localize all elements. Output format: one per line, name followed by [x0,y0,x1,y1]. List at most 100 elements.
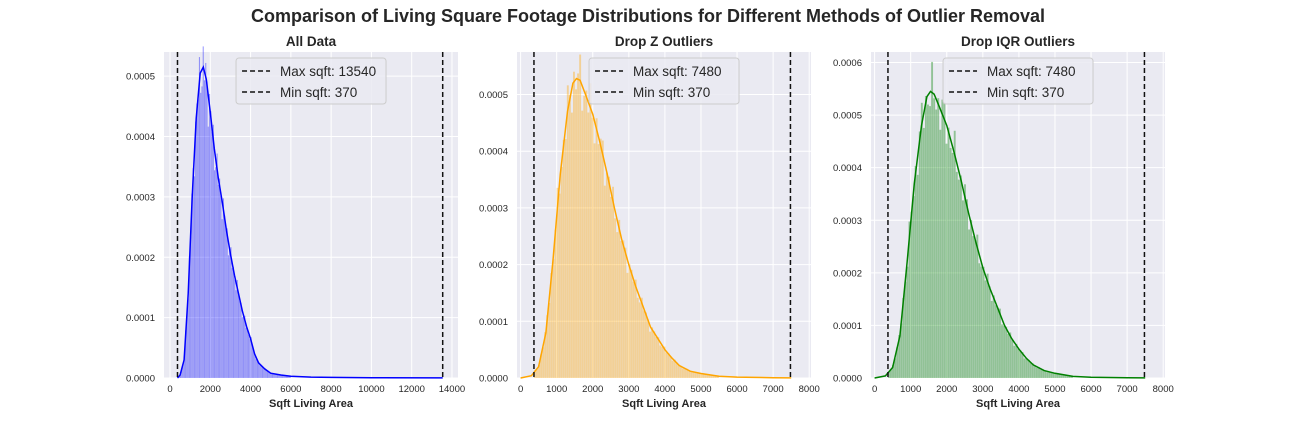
histogram-bar [980,266,983,378]
histogram-bar [183,355,185,378]
histogram-bar [951,152,954,378]
histogram-bar [556,187,559,378]
histogram-bar [1048,371,1051,378]
y-tick-label: 0.0004 [126,132,155,143]
histogram-bar [690,371,693,378]
histogram-bar [630,269,633,378]
histogram-bar [706,374,709,378]
histogram-bar [671,360,674,378]
y-tick-label: 0.0001 [833,321,862,332]
histogram-bar [906,266,909,378]
histogram-bar [1060,374,1063,378]
histogram-bar [282,375,284,378]
histogram-bar [610,196,612,378]
histogram-bar [266,371,269,378]
histogram-bar [1001,324,1003,378]
histogram-bar [616,232,619,378]
histogram-bar [914,166,917,378]
histogram-bar [207,126,209,379]
histogram-bar [1070,376,1073,378]
histogram-bar [1033,366,1036,378]
y-tick-label: 0.0005 [833,111,862,122]
histogram-bar [894,358,897,378]
histogram-bar [1003,325,1006,378]
histogram-bar [708,374,711,378]
histogram-bar [533,370,536,378]
histogram-bar [287,376,289,378]
x-tick-label: 1000 [546,384,567,395]
x-axis-label: Sqft Living Area [976,398,1061,410]
histogram-bar [704,374,707,378]
histogram-bar [1021,352,1024,378]
legend-box [942,57,1094,105]
histogram-bar [191,193,193,378]
histogram-bar [626,272,629,378]
histogram-bar [984,280,987,378]
histogram-bar [236,280,238,378]
histogram-bar [904,281,907,378]
histogram-bar [920,102,923,378]
histogram-bar [200,92,202,379]
histogram-bar [1044,370,1047,378]
histogram-bar [579,54,582,378]
histogram-bar [931,61,934,379]
histogram-bar [229,250,231,378]
histogram-bar [540,354,543,378]
legend-label: Min sqft: 370 [633,85,710,100]
histogram-bar [634,279,637,378]
histogram-bar [190,236,192,378]
histogram-bar [275,374,277,378]
histogram-bar [180,373,182,378]
histogram-bar [902,298,905,378]
histogram-bar [187,298,189,378]
histogram-bar [256,359,258,378]
histogram-bar [622,240,625,378]
histogram-bar [219,178,221,378]
histogram-bar [248,334,250,378]
histogram-bar [1046,372,1049,378]
histogram-bar [1036,367,1038,378]
histogram-bar [673,359,676,378]
histogram-bar [1023,358,1026,378]
histogram-bar [1056,373,1059,378]
histogram-bar [273,374,275,378]
histogram-bar [890,369,892,378]
histogram-bar [253,351,255,378]
x-tick-label: 2000 [200,384,221,395]
histogram-bar [974,240,977,378]
histogram-bar [564,139,567,378]
y-tick-label: 0.0004 [833,163,862,174]
histogram-bar [566,85,569,379]
histogram-bar [284,375,286,378]
y-tick-label: 0.0002 [479,260,508,271]
x-tick-label: 3000 [972,384,993,395]
histogram-bar [898,335,901,378]
histogram-bar [939,129,942,378]
legend-label: Max sqft: 7480 [987,64,1076,79]
x-axis-label: Sqft Living Area [622,398,707,410]
histogram-bar [964,184,966,378]
histogram-bar [269,373,271,378]
histogram-bar [217,184,219,378]
y-tick-label: 0.0000 [833,374,862,385]
histogram-bar [618,219,621,378]
histogram-bar [195,121,197,378]
histogram-bar [998,308,1001,378]
plot-area [871,52,1165,378]
histogram-bar [241,317,243,378]
histogram-bar [285,375,287,378]
histogram-bar [270,372,272,378]
histogram-bar [955,171,958,378]
x-tick-label: 8000 [799,384,820,395]
histogram-bar [215,167,217,378]
histogram-bar [684,368,686,378]
histogram-bar [972,236,975,378]
histogram-bar [900,323,903,378]
histogram-bar [916,174,919,378]
y-tick-label: 0.0002 [833,268,862,279]
histogram-bar [231,268,233,378]
x-tick-label: 1000 [900,384,921,395]
histogram-bar [239,301,241,378]
histogram-bar [632,281,635,378]
